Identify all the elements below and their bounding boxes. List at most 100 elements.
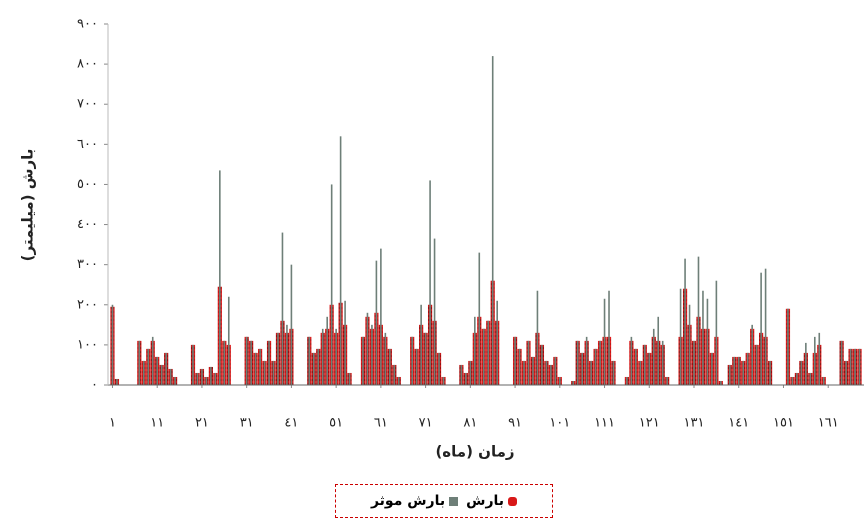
y-tick-label: ٥٠٠ xyxy=(77,177,98,192)
bar-thin xyxy=(227,296,230,385)
bar-thin xyxy=(474,316,476,385)
legend: بارش بارش موثر xyxy=(335,484,553,518)
bar-thin xyxy=(541,344,543,385)
bar-thin xyxy=(666,376,668,385)
bar-thin xyxy=(697,256,700,385)
bar-thin xyxy=(268,340,270,385)
bar-thin xyxy=(764,268,767,385)
bar-thin xyxy=(711,352,713,385)
legend-label: بارش موثر xyxy=(370,493,446,509)
legend-swatch xyxy=(508,496,518,506)
bar-thin xyxy=(281,232,284,385)
bar-thin xyxy=(648,352,651,385)
bar-thin xyxy=(174,376,176,385)
bar-thin xyxy=(518,348,521,385)
x-tick-label: ٧١ xyxy=(419,416,433,431)
bar-thin xyxy=(219,170,221,385)
bar-thin xyxy=(160,364,163,385)
bar-thin xyxy=(514,336,516,385)
x-tick-label: ١ xyxy=(109,416,116,431)
x-tick-label: ٨١ xyxy=(463,416,477,431)
bar-thin xyxy=(644,344,646,385)
x-tick-label: ٦١ xyxy=(374,416,388,431)
bar-thin xyxy=(733,356,736,385)
bar-thin xyxy=(805,342,807,385)
bar-thin xyxy=(196,372,199,385)
bar-thin xyxy=(626,376,628,385)
legend-item: بارش xyxy=(466,493,518,509)
bar-thin xyxy=(259,348,261,385)
bar-thin xyxy=(751,324,753,385)
bar-thin xyxy=(192,344,194,385)
bar-thin xyxy=(693,340,695,385)
bar-thin xyxy=(142,360,145,385)
bar-thin xyxy=(397,376,400,385)
bar-thin xyxy=(375,260,378,385)
y-axis-title: بارش (میلیمتر) xyxy=(19,149,37,262)
bar-thin xyxy=(389,348,391,385)
legend-swatch xyxy=(449,496,459,506)
bar-thin xyxy=(796,372,798,385)
bar-thin xyxy=(321,328,324,385)
x-tick-label: ١٣١ xyxy=(684,416,705,431)
bar-thin xyxy=(317,348,320,385)
bar-thin xyxy=(554,356,557,385)
bar-thin xyxy=(688,304,691,385)
x-tick-label: ١٤١ xyxy=(728,416,749,431)
bar-thin xyxy=(393,364,396,385)
x-tick-label: ١١ xyxy=(150,416,164,431)
bar-thin xyxy=(737,356,740,385)
bar-thin xyxy=(550,364,552,385)
bar-thin xyxy=(116,378,118,385)
x-tick-label: ٣١ xyxy=(240,416,254,431)
bar-thin xyxy=(344,300,346,385)
bar-thin xyxy=(147,348,150,385)
bar-thin xyxy=(822,376,825,385)
bar-thin xyxy=(478,252,481,385)
bar-thin xyxy=(496,300,498,385)
bar-thin xyxy=(639,360,642,385)
bar-thin xyxy=(330,184,333,385)
bar-thin xyxy=(469,360,472,385)
legend-item: بارش موثر xyxy=(370,493,459,509)
bar-thin xyxy=(527,340,530,385)
bar-thin xyxy=(438,352,440,385)
y-tick-label: ٤٠٠ xyxy=(77,217,98,232)
x-tick-label: ٤١ xyxy=(284,416,298,431)
y-tick-label: ٠ xyxy=(91,378,98,393)
bar-thin xyxy=(465,372,467,385)
bar-thin xyxy=(532,356,534,385)
bar-thin xyxy=(728,364,731,385)
bar-thin xyxy=(854,348,856,385)
bar-thin xyxy=(581,352,583,385)
bar-thin xyxy=(684,258,686,385)
bar-thin xyxy=(576,340,579,385)
bar-thin xyxy=(679,288,682,385)
legend-label: بارش xyxy=(466,493,505,509)
bar-thin xyxy=(371,324,373,385)
bar-thin xyxy=(384,332,387,385)
x-tick-label: ١١١ xyxy=(594,416,615,431)
bar-thin xyxy=(442,376,445,385)
bar-thin xyxy=(594,348,597,385)
x-tick-label: ٩١ xyxy=(508,416,522,431)
bar-thin xyxy=(630,336,633,385)
bar-thin xyxy=(420,304,422,385)
bar-thin xyxy=(523,360,525,385)
y-tick-label: ١٠٠ xyxy=(77,337,98,352)
bar-thin xyxy=(599,340,601,385)
bar-thin xyxy=(482,328,485,385)
bar-thin xyxy=(585,336,588,385)
x-tick-label: ١٢١ xyxy=(639,416,660,431)
bar-thin xyxy=(845,360,847,385)
bar-thin xyxy=(272,360,275,385)
bar-thin xyxy=(715,280,718,385)
bar-thin xyxy=(151,336,154,385)
bar-thin xyxy=(201,368,203,385)
bar-thin xyxy=(840,340,843,385)
bar-thin xyxy=(223,340,226,385)
bar-thin xyxy=(290,264,293,385)
bar-thin xyxy=(308,336,311,385)
bar-thin xyxy=(755,344,758,385)
bar-thin xyxy=(809,372,812,385)
